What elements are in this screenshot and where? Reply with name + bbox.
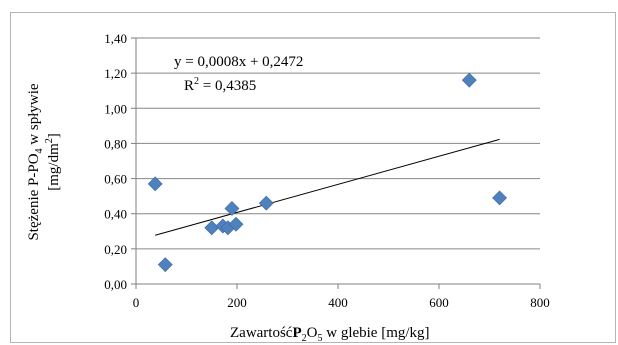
gridlines — [136, 37, 540, 250]
data-point — [147, 176, 163, 192]
data-point — [224, 201, 240, 216]
y-tick-label: 0,00 — [104, 277, 127, 292]
chart-frame — [10, 12, 616, 343]
y-tick-label: 0,60 — [104, 172, 127, 187]
x-tick-labels: 0 200 400 600 800 — [133, 284, 550, 310]
y-tick-label: 1,20 — [104, 66, 127, 81]
y-tick-label: 1,40 — [104, 31, 127, 46]
trendline-path — [155, 138, 500, 236]
y-axis-title: Stężenie P-PO4 w spływie [mg/dm2] — [26, 83, 62, 240]
x-tick-label: 600 — [429, 295, 449, 310]
x-tick-label: 200 — [227, 295, 247, 310]
data-point — [204, 220, 220, 236]
equation-label: y = 0,0008x + 0,2472 — [174, 54, 303, 70]
y-tick-label: 0,80 — [104, 136, 127, 151]
y-tick-labels: 0,00 0,20 0,40 0,60 0,80 1,00 1,20 1,40 — [104, 31, 136, 292]
r-squared-label: R2 = 0,4385 — [184, 76, 256, 94]
y-tick-label: 1,00 — [104, 101, 127, 116]
data-point — [461, 72, 477, 88]
y-tick-label: 0,20 — [104, 242, 127, 257]
x-tick-label: 0 — [133, 295, 140, 310]
x-axis-title: ZawartośćP2O5 w glebie [mg/kg] — [230, 325, 430, 344]
y-tick-label: 0,40 — [104, 207, 127, 222]
y-axis-title-line1: Stężenie P-PO4 w spływie — [26, 83, 45, 240]
x-tick-label: 800 — [530, 295, 550, 310]
data-point — [228, 216, 244, 232]
x-tick-label: 400 — [328, 295, 348, 310]
data-point — [157, 257, 173, 273]
trendline — [155, 138, 500, 236]
data-point — [258, 195, 274, 211]
data-points — [147, 72, 508, 273]
data-point — [492, 190, 508, 206]
y-axis-title-line2: [mg/dm2] — [44, 133, 62, 191]
